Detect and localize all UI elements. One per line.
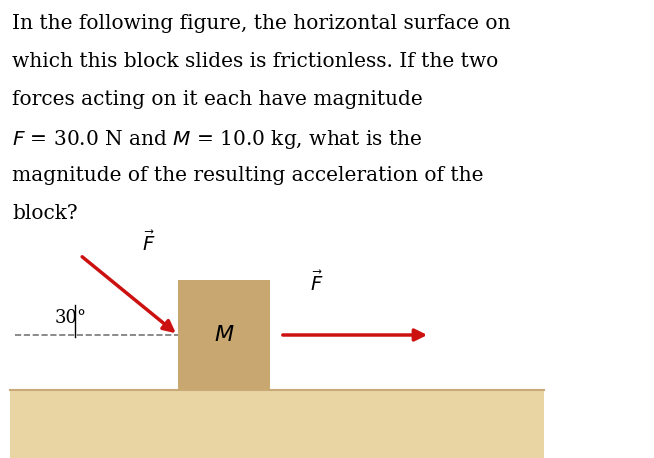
- Text: $\vec{F}$: $\vec{F}$: [142, 231, 156, 255]
- Text: 30°: 30°: [55, 309, 87, 327]
- Bar: [10, 390, 544, 458]
- Text: which this block slides is frictionless. If the two: which this block slides is frictionless.…: [12, 52, 498, 71]
- Text: magnitude of the resulting acceleration of the: magnitude of the resulting acceleration …: [12, 166, 483, 185]
- Text: $\mathit{M}$: $\mathit{M}$: [214, 324, 234, 346]
- Text: forces acting on it each have magnitude: forces acting on it each have magnitude: [12, 90, 422, 109]
- Text: In the following figure, the horizontal surface on: In the following figure, the horizontal …: [12, 14, 511, 33]
- Text: $\mathit{F}$ = 30.0 N and $\mathit{M}$ = 10.0 kg, what is the: $\mathit{F}$ = 30.0 N and $\mathit{M}$ =…: [12, 128, 422, 151]
- Text: $\vec{F}$: $\vec{F}$: [310, 271, 324, 295]
- Text: block?: block?: [12, 204, 78, 223]
- Bar: [178, 280, 270, 390]
